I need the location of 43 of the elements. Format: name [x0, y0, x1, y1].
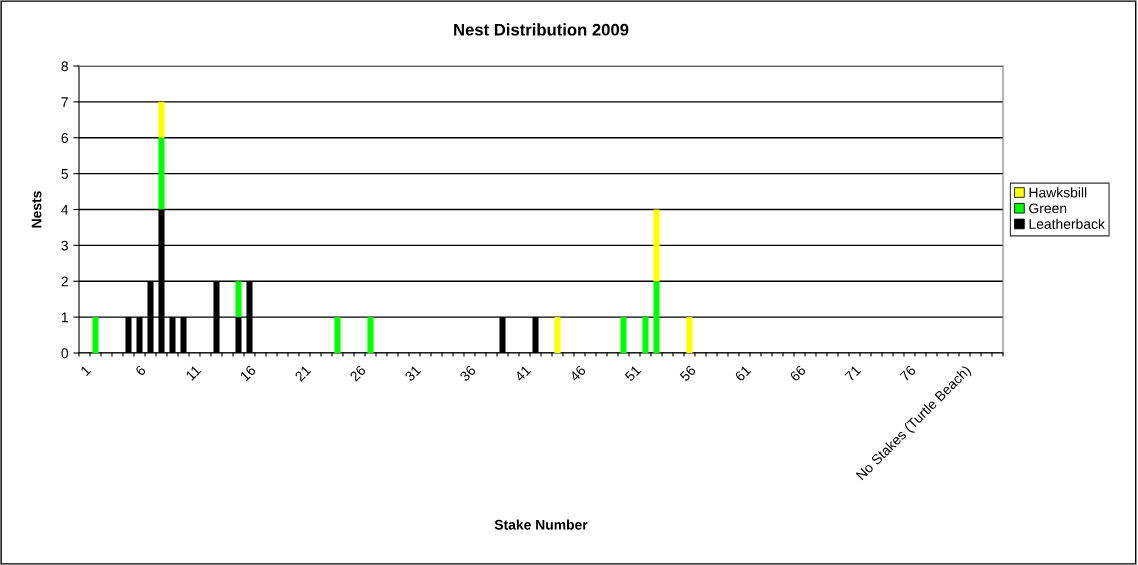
bar [642, 317, 649, 353]
x-tick-label: 56 [679, 364, 697, 382]
x-tick-label: 31 [404, 364, 422, 382]
y-tick-label: 5 [61, 169, 68, 179]
x-tick-label: 46 [569, 364, 587, 383]
x-tick-label: 61 [734, 364, 752, 382]
bar [554, 317, 561, 353]
bar [686, 317, 693, 353]
x-tick-label: 6 [134, 364, 147, 377]
y-tick-label: 1 [61, 312, 68, 323]
x-axis-title: Stake Number [494, 519, 588, 530]
y-tick-label: 6 [61, 133, 68, 143]
x-tick-label: 51 [624, 364, 642, 382]
chart-title: Nest Distribution 2009 [454, 23, 629, 36]
x-tick-label: 36 [459, 364, 477, 382]
y-tick-label: 0 [61, 348, 69, 359]
x-tick-label: 71 [844, 364, 862, 382]
x-tick-label: 41 [514, 364, 532, 382]
legend-label: Leatherback [1029, 218, 1105, 229]
x-tick-label: 11 [185, 364, 202, 381]
bar [367, 317, 374, 353]
bar [620, 317, 627, 353]
legend-label: Hawksbill [1029, 187, 1087, 198]
x-tick-label: 26 [349, 364, 367, 382]
x-tick-label: 16 [239, 364, 257, 382]
bar [653, 209, 660, 282]
legend-label: Green [1029, 203, 1067, 214]
bar [334, 317, 341, 353]
x-tick-label: 21 [294, 364, 312, 382]
y-tick-label: 7 [61, 97, 68, 107]
y-tick-label: 8 [61, 61, 68, 72]
bar [158, 137, 165, 210]
y-tick-label: 4 [61, 204, 69, 215]
x-tick-label: 1 [80, 364, 92, 376]
x-tick-label: 76 [899, 364, 917, 382]
y-axis-title: Nests [31, 191, 42, 228]
y-tick-label: 2 [61, 276, 68, 287]
bar [653, 281, 660, 353]
bar [92, 317, 99, 353]
x-tick-label: 66 [789, 364, 807, 382]
bar [235, 281, 242, 318]
bar [158, 101, 165, 138]
y-tick-label: 3 [61, 240, 68, 251]
